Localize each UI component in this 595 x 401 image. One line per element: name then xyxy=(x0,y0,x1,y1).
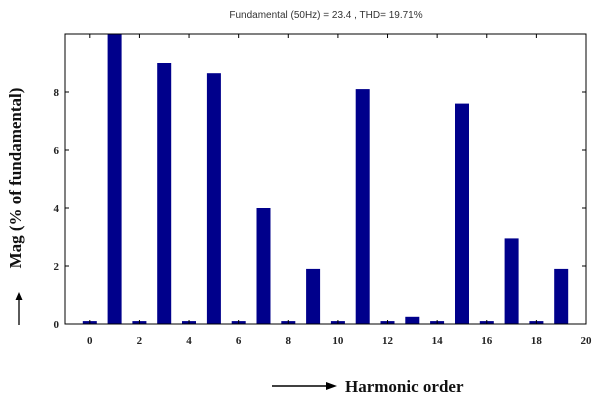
x-axis-label: Harmonic order xyxy=(345,377,464,396)
bar-harmonic-13 xyxy=(405,316,420,325)
bar-harmonic-19 xyxy=(554,268,569,324)
y-tick-label: 4 xyxy=(54,203,60,215)
x-tick-label: 0 xyxy=(87,335,93,347)
bar-harmonic-1 xyxy=(107,34,122,324)
plot-frame xyxy=(64,33,587,325)
x-axis-ticks: 0 2 4 6 8 10 12 14 16 18 20 xyxy=(87,34,592,347)
y-axis-arrow xyxy=(15,292,23,325)
x-tick-label: 6 xyxy=(236,335,242,347)
x-axis-arrow xyxy=(272,382,337,390)
bar-harmonic-11 xyxy=(355,89,370,324)
chart-title: Fundamental (50Hz) = 23.4 , THD= 19.71% xyxy=(229,10,422,21)
bar-harmonic-7 xyxy=(256,208,271,324)
y-tick-label: 2 xyxy=(54,261,60,273)
x-tick-label: 12 xyxy=(382,335,394,347)
x-tick-label: 2 xyxy=(137,335,143,347)
x-tick-label: 14 xyxy=(432,335,444,347)
x-tick-label: 8 xyxy=(286,335,292,347)
bar-harmonic-17 xyxy=(504,238,519,324)
y-tick-label: 8 xyxy=(54,87,60,99)
x-tick-label: 18 xyxy=(531,335,543,347)
bar-harmonic-15 xyxy=(455,103,469,324)
bar-harmonic-9 xyxy=(306,268,321,324)
x-tick-label: 4 xyxy=(186,335,192,347)
x-tick-label: 10 xyxy=(332,335,344,347)
bars-group xyxy=(82,34,569,325)
y-tick-label: 6 xyxy=(54,145,60,157)
y-tick-label: 0 xyxy=(54,319,60,331)
x-tick-label: 16 xyxy=(481,335,493,347)
bar-harmonic-3 xyxy=(157,63,172,324)
y-axis-label: Mag (% of fundamental) xyxy=(6,88,25,269)
bar-harmonic-5 xyxy=(206,73,221,324)
x-tick-label: 20 xyxy=(581,335,593,347)
